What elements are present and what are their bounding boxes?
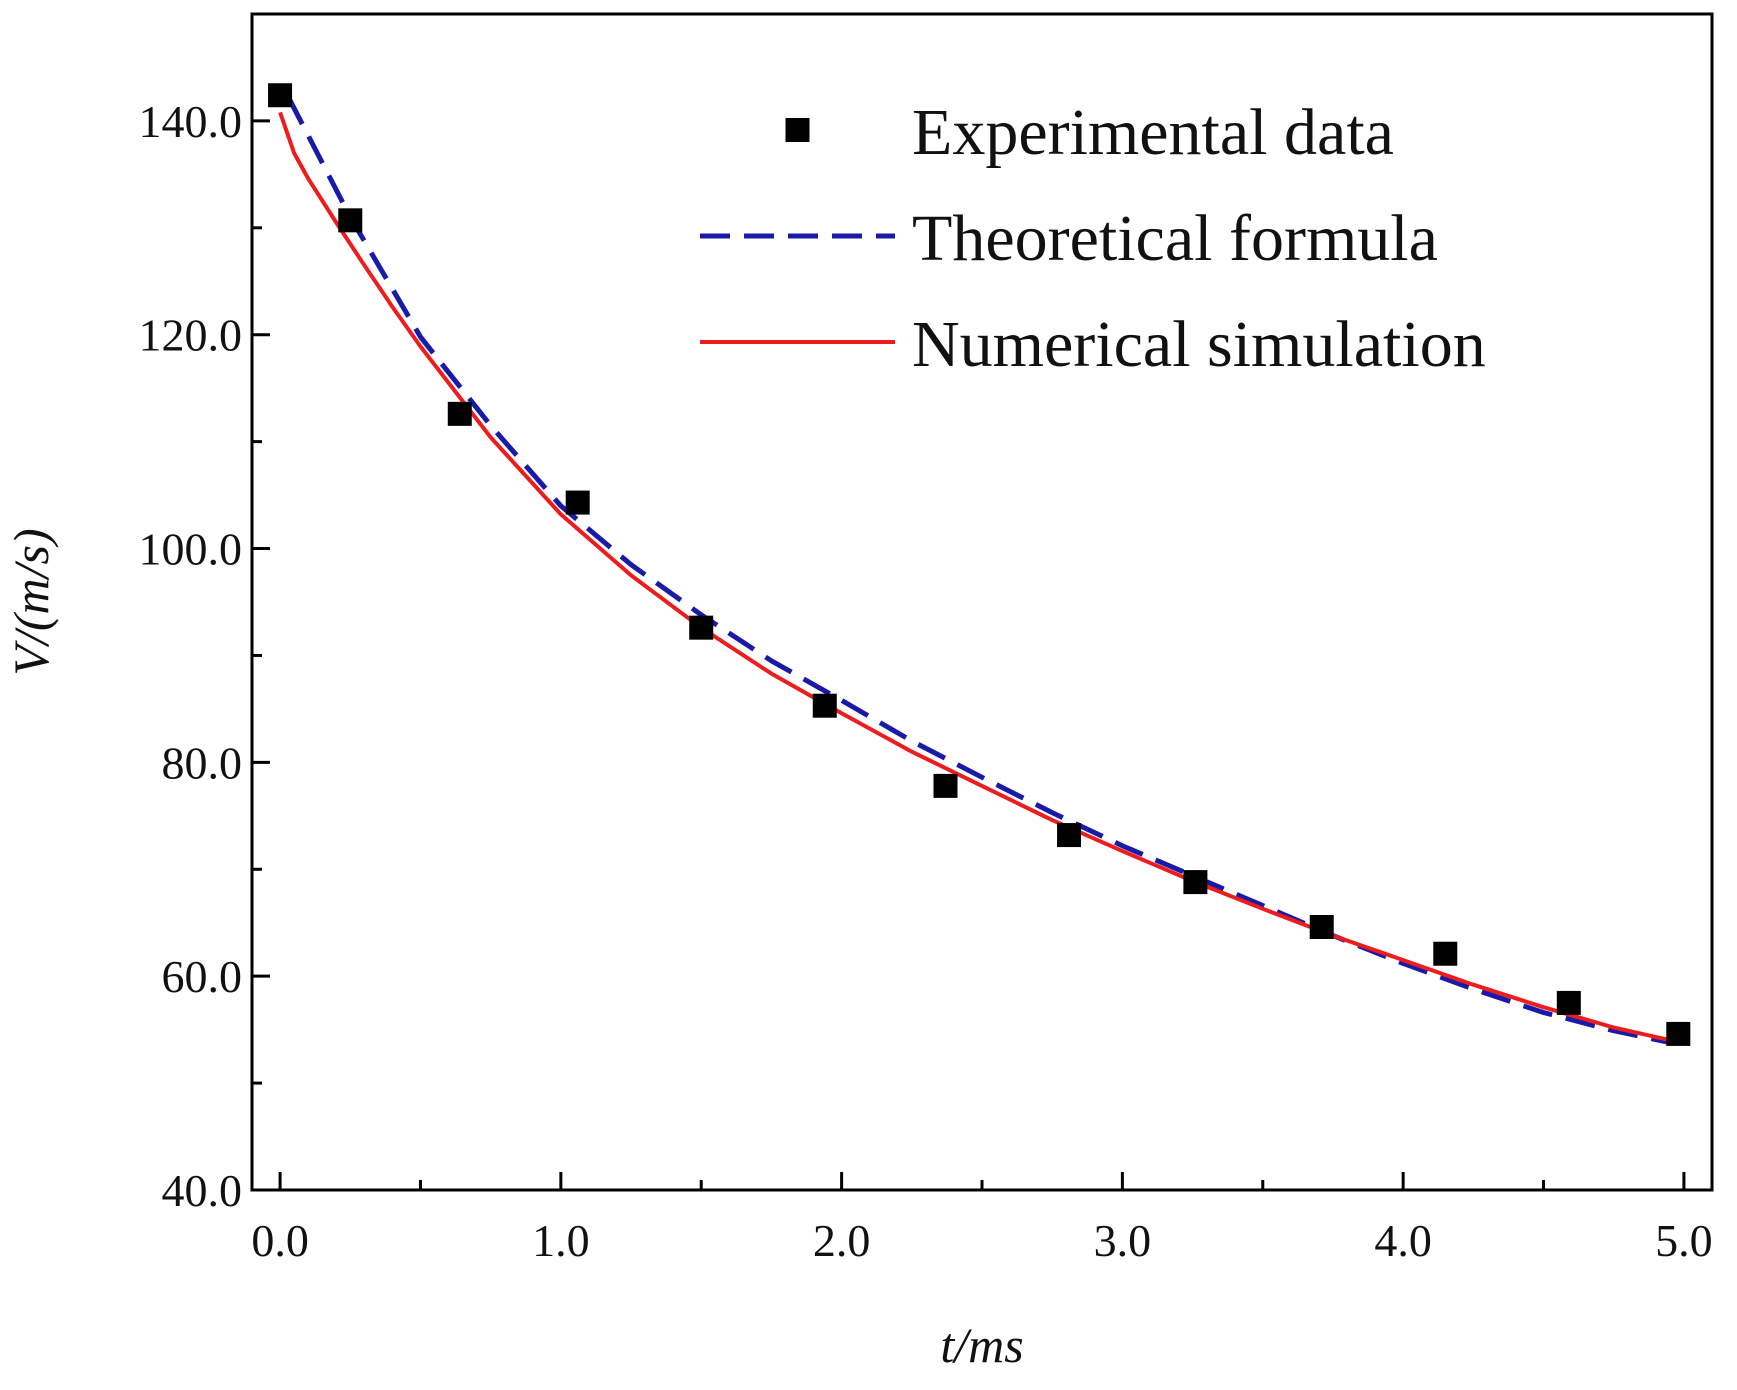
legend-label: Numerical simulation	[912, 308, 1486, 381]
plot-series	[268, 83, 1691, 1046]
x-tick-label: 0.0	[251, 1215, 309, 1266]
experimental-data-point	[1666, 1021, 1691, 1046]
experimental-data-point	[338, 208, 363, 233]
y-tick-label: 60.0	[162, 951, 243, 1002]
x-tick-label: 2.0	[813, 1215, 871, 1266]
experimental-data-point	[689, 615, 714, 640]
experimental-data-point	[1309, 915, 1334, 940]
y-tick-label: 140.0	[139, 96, 243, 147]
y-tick-label: 100.0	[139, 524, 243, 575]
y-tick-label: 120.0	[139, 310, 243, 361]
experimental-data-point	[933, 773, 958, 798]
legend-label: Theoretical formula	[912, 202, 1438, 275]
tick-labels: 0.0 1.0 2.0 3.0 4.0 5.0 40.0 60.0 80.0 100.0 120.0…	[139, 96, 1713, 1266]
plot-frame	[250, 12, 1714, 1192]
x-tick-label: 5.0	[1655, 1215, 1713, 1266]
experimental-data-point	[268, 83, 293, 108]
x-tick-label: 1.0	[532, 1215, 590, 1266]
y-tick-label: 80.0	[162, 737, 243, 788]
legend-marker-experimental	[785, 118, 810, 142]
experimental-data-point	[1433, 941, 1458, 966]
experimental-data-point	[812, 693, 837, 718]
x-tick-label: 4.0	[1374, 1215, 1432, 1266]
experimental-data-point	[447, 401, 472, 426]
x-axis-label: t/ms	[940, 1317, 1023, 1373]
y-axis-label: V/(m/s)	[3, 528, 59, 675]
x-tick-label: 3.0	[1094, 1215, 1152, 1266]
legend-label: Experimental data	[912, 96, 1394, 169]
legend: Experimental data Theoretical formula Nume…	[700, 96, 1486, 381]
numerical-simulation-line	[278, 111, 1676, 1044]
y-tick-label: 40.0	[162, 1165, 243, 1216]
experimental-data-point	[1556, 990, 1581, 1015]
theoretical-formula-line	[286, 96, 1671, 1045]
experimental-data-point	[1057, 823, 1082, 848]
experimental-data-point	[1183, 870, 1208, 895]
experimental-data-point	[565, 490, 590, 515]
